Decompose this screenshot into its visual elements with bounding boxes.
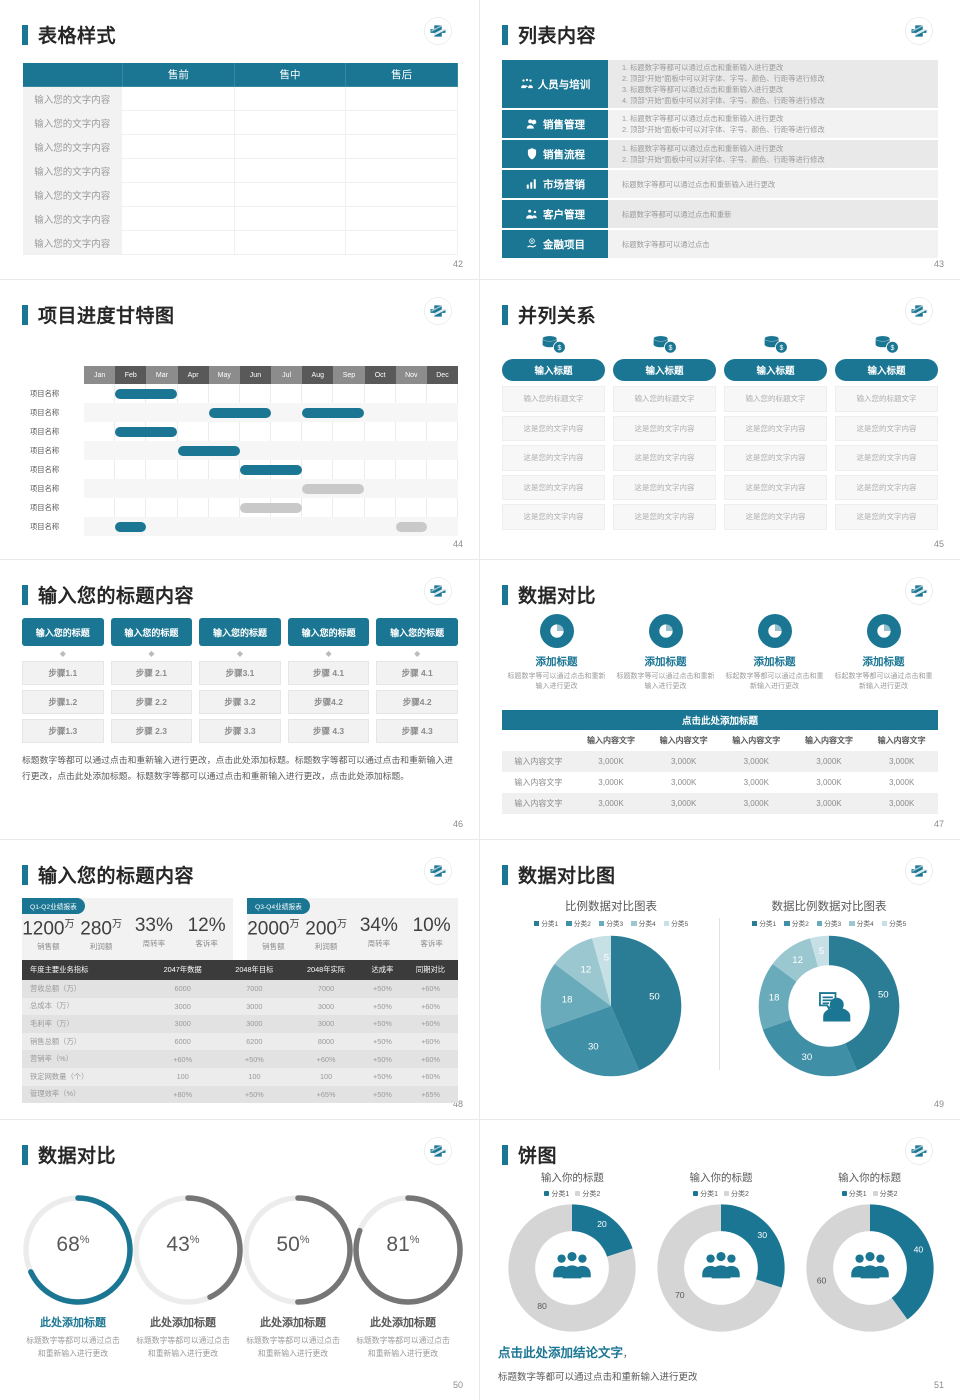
svg-text:40: 40 bbox=[913, 1244, 923, 1254]
svg-text:$: $ bbox=[890, 345, 894, 352]
svg-text:18: 18 bbox=[769, 993, 780, 1004]
svg-text:50: 50 bbox=[878, 990, 889, 1001]
svg-text:50: 50 bbox=[649, 991, 660, 1002]
svg-text:$: $ bbox=[779, 345, 783, 352]
svg-text:$: $ bbox=[668, 345, 672, 352]
svg-text:5: 5 bbox=[604, 952, 609, 963]
svg-text:70: 70 bbox=[675, 1290, 685, 1300]
svg-text:5: 5 bbox=[819, 946, 824, 957]
svg-text:80: 80 bbox=[538, 1301, 548, 1311]
svg-text:$: $ bbox=[557, 345, 561, 352]
svg-text:30: 30 bbox=[757, 1230, 767, 1240]
svg-text:20: 20 bbox=[597, 1219, 607, 1229]
svg-text:12: 12 bbox=[792, 955, 803, 966]
svg-text:60: 60 bbox=[816, 1276, 826, 1286]
svg-text:30: 30 bbox=[588, 1042, 599, 1053]
svg-text:12: 12 bbox=[581, 964, 592, 975]
svg-text:18: 18 bbox=[562, 994, 573, 1005]
svg-text:30: 30 bbox=[802, 1052, 813, 1063]
svg-text:¥: ¥ bbox=[531, 240, 533, 244]
